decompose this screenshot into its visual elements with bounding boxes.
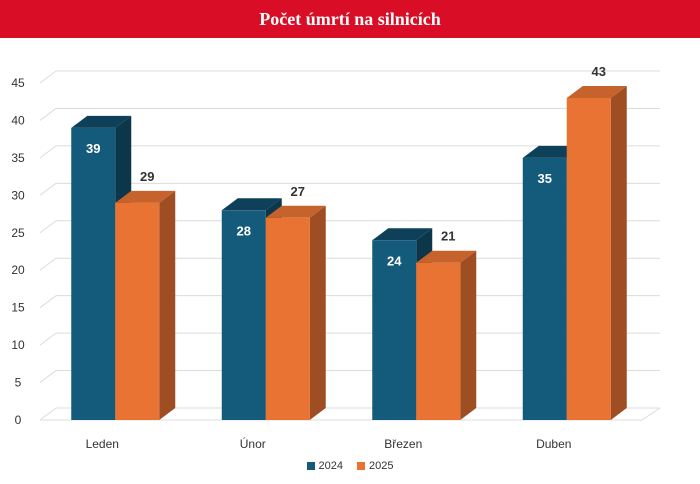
chart-title: Počet úmrtí na silnicích bbox=[259, 8, 441, 29]
y-tick-label: 25 bbox=[11, 226, 25, 240]
bar-2024-Duben bbox=[522, 157, 567, 420]
bar-side-2025-Únor bbox=[309, 205, 326, 420]
y-tick-label: 30 bbox=[11, 188, 25, 202]
gridline-side bbox=[39, 220, 57, 234]
bar-side-2025-Březen bbox=[460, 250, 477, 420]
x-tick-label: Březen bbox=[384, 437, 422, 451]
legend-label-2024: 2024 bbox=[318, 460, 343, 472]
bar-top-2024-Leden bbox=[71, 115, 132, 128]
data-label-2025-Duben: 43 bbox=[592, 64, 606, 79]
bar-2024-Únor bbox=[221, 210, 266, 420]
gridline-side bbox=[39, 145, 57, 159]
legend-item-2025: 2025 bbox=[357, 460, 393, 472]
y-tick-label: 35 bbox=[11, 151, 25, 165]
bar-side-2025-Duben bbox=[610, 85, 627, 420]
x-tick-label: Duben bbox=[536, 437, 571, 451]
bar-top-2025-Leden bbox=[115, 190, 176, 203]
data-label-2025-Únor: 27 bbox=[291, 184, 305, 199]
bar-top-2025-Únor bbox=[265, 205, 326, 218]
bar-top-2024-Únor bbox=[221, 198, 282, 211]
bar-top-2025-Duben bbox=[566, 85, 627, 98]
legend-swatch-2024 bbox=[306, 462, 315, 470]
bar-2024-Leden bbox=[71, 127, 116, 420]
bar-2025-Leden bbox=[115, 202, 160, 420]
gridline-side bbox=[39, 182, 57, 196]
data-label-2024-Únor: 28 bbox=[237, 223, 251, 238]
data-label-2024-Březen: 24 bbox=[387, 253, 402, 268]
bar-side-2025-Leden bbox=[159, 190, 176, 420]
gridline-side bbox=[39, 407, 57, 421]
chart-header: Počet úmrtí na silnicích bbox=[0, 0, 700, 38]
bar-2024-Březen bbox=[372, 240, 417, 420]
bar-top-2024-Březen bbox=[372, 228, 433, 241]
y-tick-label: 20 bbox=[11, 263, 25, 277]
gridline-side bbox=[39, 332, 57, 346]
legend: 2024 2025 bbox=[0, 457, 700, 475]
x-tick-label: Leden bbox=[86, 437, 119, 451]
bar-2025-Duben bbox=[566, 97, 611, 420]
gridline-side bbox=[39, 70, 57, 84]
bar-2025-Únor bbox=[265, 217, 310, 420]
data-label-2025-Březen: 21 bbox=[441, 229, 455, 244]
gridline-side bbox=[39, 370, 57, 383]
x-tick-label: Únor bbox=[240, 436, 266, 451]
y-tick-label: 5 bbox=[15, 376, 22, 390]
floor-edge-side bbox=[641, 407, 661, 421]
legend-swatch-2025 bbox=[357, 462, 365, 470]
gridline-side bbox=[39, 257, 57, 271]
y-tick-label: 15 bbox=[11, 301, 25, 315]
gridline-side bbox=[39, 108, 57, 121]
bar-chart: 0 5 10 15 20 25 30 35 40 45 39 29 Leden 28 27 Únor 24 21 B… bbox=[11, 64, 661, 451]
data-label-2025-Leden: 29 bbox=[140, 169, 154, 184]
y-tick-label: 40 bbox=[11, 113, 25, 127]
data-label-2024-Leden: 39 bbox=[86, 141, 100, 156]
y-tick-label: 0 bbox=[15, 413, 22, 427]
bar-top-2025-Březen bbox=[416, 250, 477, 263]
legend-label-2025: 2025 bbox=[369, 460, 394, 472]
y-tick-label: 10 bbox=[11, 338, 25, 352]
data-label-2024-Duben: 35 bbox=[538, 171, 552, 186]
y-tick-label: 45 bbox=[11, 76, 25, 90]
legend-item-2024: 2024 bbox=[306, 460, 343, 472]
gridline-side bbox=[39, 295, 57, 309]
bar-2025-Březen bbox=[416, 262, 461, 420]
